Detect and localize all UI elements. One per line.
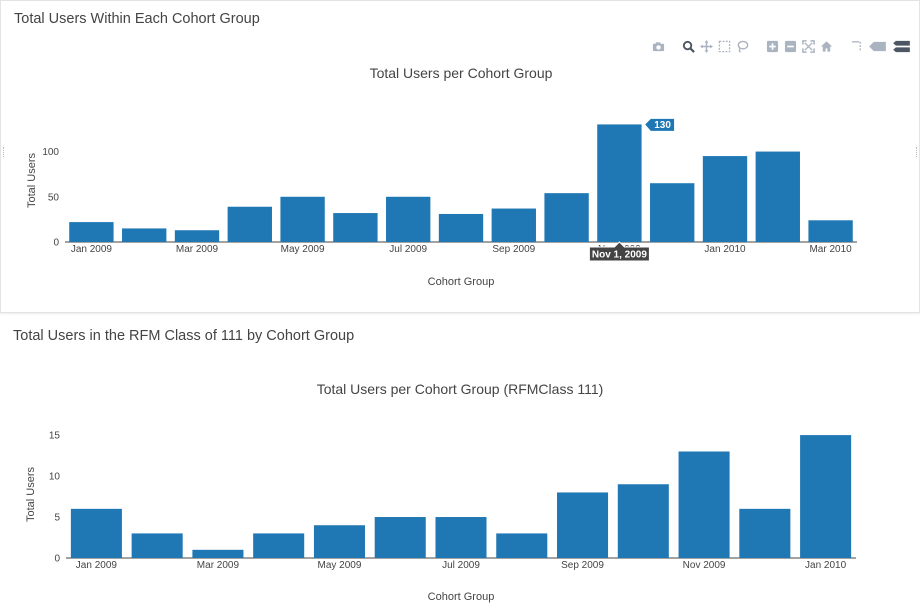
x-tick-label: Jul 2009	[389, 244, 427, 255]
x-tick-label: Jan 2010	[704, 244, 746, 255]
bar[interactable]	[800, 435, 852, 558]
bar-chart-total-users[interactable]: Total Users per Cohort Group 0 50 100 Jan 20…	[1, 1, 919, 312]
resize-handle-left[interactable]	[0, 147, 4, 157]
bar[interactable]	[617, 484, 669, 558]
x-tick-label: Nov 2009	[683, 560, 726, 571]
x-tick-label: Sep 2009	[561, 560, 604, 571]
x-tick-label: Mar 2009	[197, 560, 240, 571]
autoscale-icon[interactable]	[801, 39, 815, 53]
x-tick-label: May 2009	[281, 244, 325, 255]
bar[interactable]	[253, 533, 305, 558]
zoom-icon[interactable]	[681, 39, 695, 53]
bar[interactable]	[702, 156, 748, 242]
bar[interactable]	[435, 517, 487, 558]
x-tick-label: Mar 2009	[176, 244, 219, 255]
hover-x-text: Nov 1, 2009	[592, 250, 647, 261]
hover-x-label: Nov 1, 2009	[588, 241, 650, 262]
bar[interactable]	[678, 451, 730, 558]
x-tick-label: Jan 2009	[71, 244, 113, 255]
x-tick-label: Jan 2009	[76, 560, 118, 571]
resize-handle-right[interactable]	[916, 147, 920, 157]
hover-value-text: 130	[654, 120, 671, 131]
y-axis-title: Total Users	[25, 466, 37, 522]
hover-closest-icon[interactable]	[867, 39, 887, 53]
reset-axes-icon[interactable]	[819, 39, 833, 53]
bar[interactable]	[280, 196, 325, 242]
x-tick-label: Mar 2010	[809, 244, 852, 255]
y-tick-label: 0	[53, 238, 59, 249]
hover-value-label: 130	[643, 117, 676, 132]
bar[interactable]	[438, 213, 484, 242]
y-tick-label: 100	[42, 147, 59, 158]
x-axis-title: Cohort Group	[428, 591, 495, 603]
bar[interactable]	[544, 193, 589, 242]
lasso-icon[interactable]	[735, 39, 749, 53]
bar[interactable]	[131, 533, 183, 558]
bar[interactable]	[227, 206, 272, 242]
spike-lines-icon[interactable]	[849, 39, 863, 53]
bar[interactable]	[69, 222, 114, 242]
chart-title: Total Users per Cohort Group (RFMClass 1…	[317, 381, 604, 397]
chart-panel-total-users: Total Users Within Each Cohort Group Tot…	[0, 0, 920, 313]
y-tick-label: 50	[48, 192, 60, 203]
chart-panel-rfm-111: Total Users in the RFM Class of 111 by C…	[0, 318, 918, 612]
bar[interactable]	[122, 228, 167, 242]
bar[interactable]	[192, 549, 244, 558]
x-tick-label: Jan 2010	[805, 560, 847, 571]
zoom-in-icon[interactable]	[765, 39, 779, 53]
bar[interactable]	[70, 508, 122, 558]
bar[interactable]	[313, 525, 365, 558]
bar[interactable]	[597, 124, 642, 242]
y-tick-label: 5	[54, 513, 60, 524]
bar[interactable]	[491, 208, 536, 242]
zoom-out-icon[interactable]	[783, 39, 797, 53]
bar[interactable]	[650, 183, 695, 242]
chart-title: Total Users per Cohort Group	[370, 65, 553, 81]
y-tick-label: 15	[49, 431, 61, 442]
bar-chart-rfm-111[interactable]: Total Users per Cohort Group (RFMClass 1…	[0, 318, 918, 612]
panel-title: Total Users Within Each Cohort Group	[14, 11, 260, 27]
bar[interactable]	[755, 151, 800, 242]
y-axis-title: Total Users	[26, 152, 38, 208]
bar[interactable]	[333, 213, 378, 242]
camera-icon[interactable]	[651, 39, 665, 53]
bar[interactable]	[739, 508, 791, 558]
bar[interactable]	[374, 517, 426, 558]
y-tick-label: 10	[49, 472, 61, 483]
y-tick-label: 0	[54, 554, 60, 565]
bar[interactable]	[174, 230, 220, 242]
pan-icon[interactable]	[699, 39, 713, 53]
box-select-icon[interactable]	[717, 39, 731, 53]
hover-compare-icon[interactable]	[891, 39, 911, 53]
bar[interactable]	[557, 492, 609, 558]
bar[interactable]	[386, 196, 431, 242]
x-tick-label: Sep 2009	[492, 244, 535, 255]
x-axis-title: Cohort Group	[428, 276, 495, 288]
x-tick-label: Jul 2009	[442, 560, 480, 571]
x-tick-label: May 2009	[318, 560, 362, 571]
modebar	[651, 39, 911, 53]
bar[interactable]	[496, 533, 548, 558]
bar[interactable]	[808, 220, 853, 242]
panel-title: Total Users in the RFM Class of 111 by C…	[13, 328, 355, 344]
